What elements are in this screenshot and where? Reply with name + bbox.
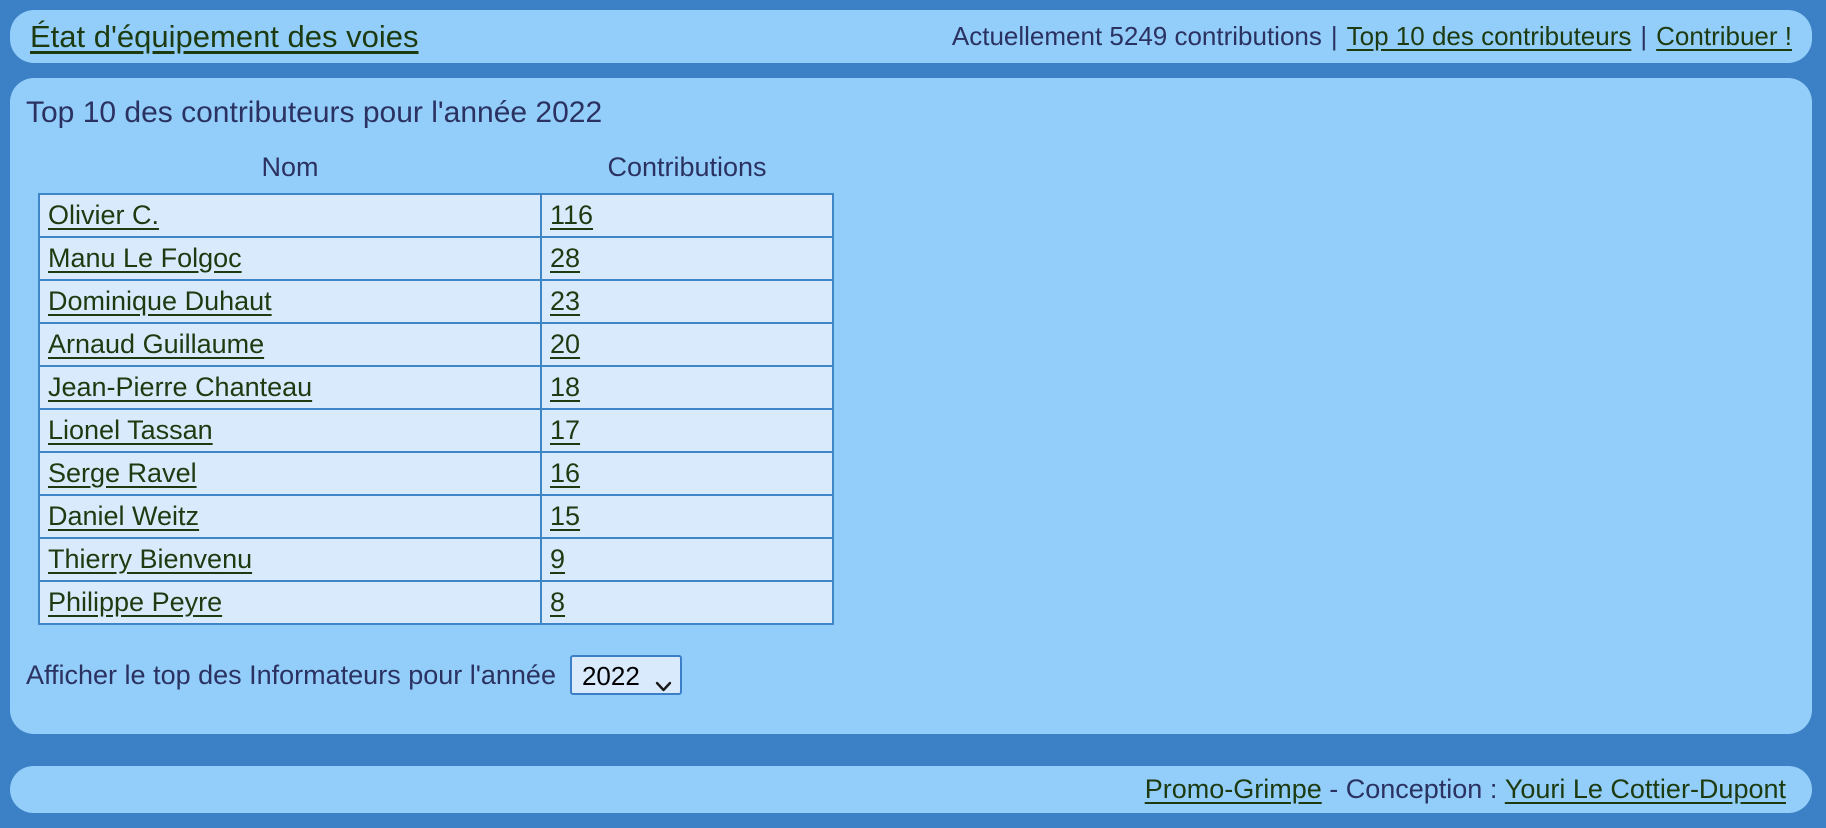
contributor-name-cell: Jean-Pierre Chanteau: [38, 365, 542, 410]
contributor-name-link[interactable]: Thierry Bienvenu: [48, 544, 253, 574]
contribution-count-cell: 8: [540, 580, 834, 625]
nav-contribute-link[interactable]: Contribuer !: [1656, 21, 1792, 51]
contributor-name-link[interactable]: Serge Ravel: [48, 458, 197, 488]
contributor-name-cell: Lionel Tassan: [38, 408, 542, 453]
top-nav: Actuellement 5249 contributions | Top 10 d…: [952, 21, 1792, 52]
table-header-row: Nom Contributions: [39, 152, 833, 194]
table-row: Lionel Tassan 17: [38, 408, 834, 453]
footer-bar: Promo-Grimpe - Conception : Youri Le Cot…: [10, 766, 1812, 813]
conception-text: - Conception :: [1321, 774, 1505, 804]
contributor-name-cell: Dominique Duhaut: [38, 279, 542, 324]
table-row: Olivier C. 116: [38, 193, 834, 238]
contribution-count-link[interactable]: 8: [550, 587, 566, 617]
contributor-name-cell: Serge Ravel: [38, 451, 542, 496]
contributor-name-link[interactable]: Daniel Weitz: [48, 501, 200, 531]
contributor-name-cell: Olivier C.: [38, 193, 542, 238]
contributor-name-link[interactable]: Arnaud Guillaume: [48, 329, 265, 359]
promo-grimpe-link[interactable]: Promo-Grimpe: [1144, 774, 1322, 804]
contribution-count-link[interactable]: 17: [550, 415, 581, 445]
author-link[interactable]: Youri Le Cottier-Dupont: [1504, 774, 1786, 804]
nav-separator: |: [1640, 21, 1648, 51]
contribution-count-cell: 9: [540, 537, 834, 582]
contribution-count-link[interactable]: 15: [550, 501, 581, 531]
main-panel: Top 10 des contributeurs pour l'année 20…: [10, 78, 1812, 734]
table-row: Arnaud Guillaume 20: [38, 322, 834, 367]
contribution-count-cell: 23: [540, 279, 834, 324]
year-select[interactable]: 2022: [569, 655, 682, 695]
contribution-count-cell: 18: [540, 365, 834, 410]
nav-separator: |: [1330, 21, 1338, 51]
contributor-name-link[interactable]: Jean-Pierre Chanteau: [48, 372, 313, 402]
page-title: Top 10 des contributeurs pour l'année 20…: [26, 96, 603, 129]
top-bar: État d'équipement des voies Actuellement…: [10, 10, 1812, 63]
contributions-counter: Actuellement 5249 contributions: [951, 21, 1322, 51]
table-row: Dominique Duhaut 23: [38, 279, 834, 324]
contributor-name-cell: Manu Le Folgoc: [38, 236, 542, 281]
contribution-count-cell: 16: [540, 451, 834, 496]
site-title-link[interactable]: État d'équipement des voies: [30, 18, 419, 54]
table-row: Daniel Weitz 15: [38, 494, 834, 539]
contribution-count-cell: 15: [540, 494, 834, 539]
nav-top10-link[interactable]: Top 10 des contributeurs: [1346, 21, 1632, 51]
contribution-count-link[interactable]: 9: [550, 544, 566, 574]
year-filter-row: Afficher le top des Informateurs pour l'…: [26, 655, 1798, 695]
column-header-contributions: Contributions: [607, 152, 767, 182]
contributor-name-link[interactable]: Dominique Duhaut: [48, 286, 272, 316]
contributors-table: Nom Contributions Olivier C. 116 Manu Le F…: [38, 152, 834, 625]
contribution-count-link[interactable]: 18: [550, 372, 581, 402]
contribution-count-link[interactable]: 116: [550, 200, 594, 230]
table-row: Manu Le Folgoc 28: [38, 236, 834, 281]
table-row: Thierry Bienvenu 9: [38, 537, 834, 582]
contribution-count-cell: 17: [540, 408, 834, 453]
contributor-name-cell: Daniel Weitz: [38, 494, 542, 539]
contribution-count-link[interactable]: 20: [550, 329, 581, 359]
contributor-name-link[interactable]: Manu Le Folgoc: [48, 243, 242, 273]
contributor-name-link[interactable]: Lionel Tassan: [48, 415, 213, 445]
contribution-count-cell: 28: [540, 236, 834, 281]
contribution-count-cell: 20: [540, 322, 834, 367]
table-row: Serge Ravel 16: [38, 451, 834, 496]
contributor-name-cell: Philippe Peyre: [38, 580, 542, 625]
contribution-count-link[interactable]: 28: [550, 243, 581, 273]
contributor-name-cell: Arnaud Guillaume: [38, 322, 542, 367]
contributor-name-link[interactable]: Olivier C.: [48, 200, 160, 230]
year-filter-label: Afficher le top des Informateurs pour l'…: [26, 659, 556, 690]
column-header-name: Nom: [261, 152, 319, 182]
contributors-table-body: Olivier C. 116 Manu Le Folgoc 28 Dominique D…: [38, 193, 834, 625]
contributor-name-cell: Thierry Bienvenu: [38, 537, 542, 582]
table-row: Jean-Pierre Chanteau 18: [38, 365, 834, 410]
contributor-name-link[interactable]: Philippe Peyre: [48, 587, 223, 617]
contribution-count-link[interactable]: 23: [550, 286, 581, 316]
contribution-count-cell: 116: [540, 193, 834, 238]
contribution-count-link[interactable]: 16: [550, 458, 581, 488]
table-row: Philippe Peyre 8: [38, 580, 834, 625]
year-select-wrap: 2022: [569, 655, 682, 695]
